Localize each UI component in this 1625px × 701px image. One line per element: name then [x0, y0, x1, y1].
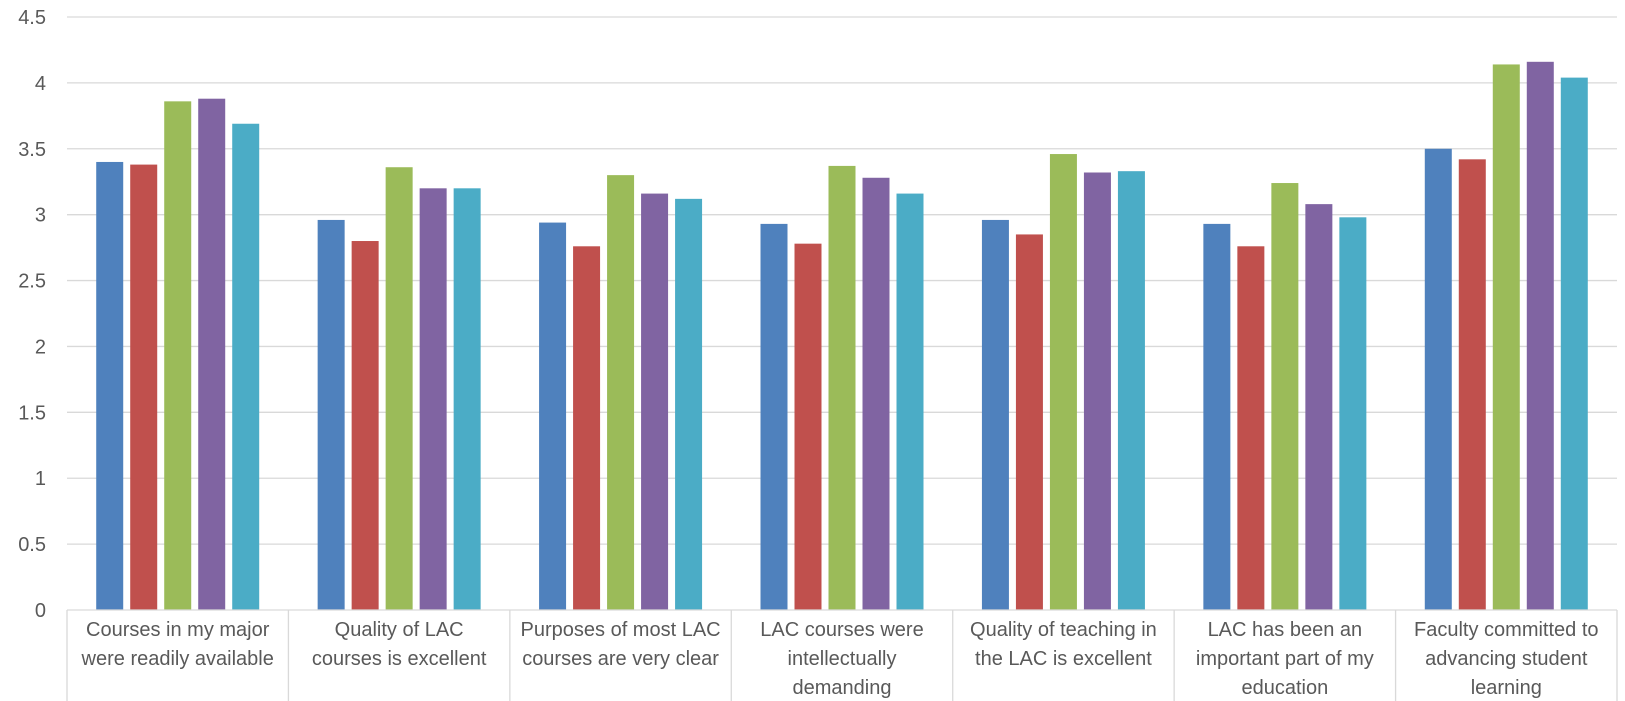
bar [1458, 159, 1486, 610]
y-tick-label: 4.5 [18, 7, 46, 29]
bar [351, 241, 379, 610]
x-category-label: LAC courses were intellectually demanding [760, 619, 923, 699]
x-category-label: Purposes of most LAC courses are very cle… [521, 619, 721, 670]
bar [675, 198, 703, 610]
bar [1339, 217, 1367, 610]
y-tick-label: 3.5 [18, 139, 46, 161]
y-tick-label: 2 [35, 336, 46, 358]
x-category-label: Quality of teaching in the LAC is excelle… [970, 619, 1157, 670]
bar [419, 188, 447, 611]
x-category-label: Courses in my major were readily availabl… [81, 619, 274, 670]
x-category-label: LAC has been an important part of my educa… [1196, 619, 1374, 699]
y-tick-label: 0 [35, 600, 46, 622]
bar [1271, 183, 1299, 611]
bar [1526, 61, 1554, 610]
bar [198, 98, 226, 611]
bar [1237, 246, 1265, 610]
bar [1492, 64, 1520, 610]
bar [896, 193, 924, 611]
bar [385, 167, 413, 610]
y-tick-label: 1.5 [18, 402, 46, 424]
bar [232, 123, 260, 611]
bar [317, 219, 345, 610]
bar [1117, 171, 1145, 610]
bars [96, 61, 1588, 611]
bar [1424, 148, 1452, 610]
y-tick-label: 2.5 [18, 271, 46, 293]
bar [130, 164, 158, 610]
y-tick-label: 4 [35, 73, 46, 95]
bar [862, 177, 890, 610]
bar [1049, 154, 1077, 610]
bar [539, 222, 567, 610]
bar [760, 223, 788, 610]
bar [453, 188, 481, 611]
bar [1560, 77, 1588, 610]
y-tick-label: 1 [35, 468, 46, 490]
bar [96, 161, 124, 610]
bar [1015, 234, 1043, 610]
bar [981, 219, 1009, 610]
bar [828, 165, 856, 611]
bar [164, 101, 192, 611]
bar [1203, 223, 1231, 610]
x-axis: Courses in my major were readily availabl… [66, 609, 1618, 701]
bar [794, 243, 822, 610]
bar [573, 246, 601, 610]
y-tick-label: 3 [35, 205, 46, 227]
bar [607, 175, 635, 610]
x-category-label: Faculty committed to advancing student lea… [1414, 619, 1599, 699]
x-category-label: Quality of LAC courses is excellent [312, 619, 487, 670]
y-axis-tick-labels: 0 0.5 1 1.5 2 2.5 3 3.5 4 4.5 [18, 7, 46, 622]
bar [1083, 172, 1111, 610]
y-tick-label: 0.5 [18, 534, 46, 556]
bar [1305, 204, 1333, 610]
bar [641, 193, 669, 611]
